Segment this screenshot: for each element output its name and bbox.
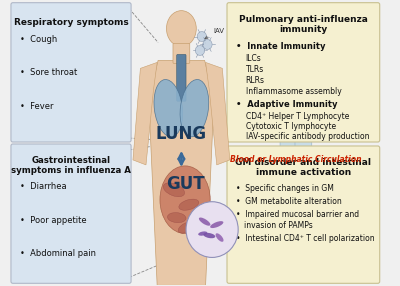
Text: •  Specific changes in GM: • Specific changes in GM (236, 184, 334, 193)
Ellipse shape (163, 183, 184, 197)
Ellipse shape (166, 11, 196, 46)
Text: •  Poor appetite: • Poor appetite (20, 216, 87, 225)
Text: •  Diarrhea: • Diarrhea (20, 182, 67, 191)
FancyArrow shape (276, 122, 300, 148)
Circle shape (203, 39, 212, 49)
Text: •  Abdominal pain: • Abdominal pain (20, 249, 96, 259)
FancyBboxPatch shape (227, 146, 380, 283)
Circle shape (186, 202, 238, 257)
Text: •  Fever: • Fever (20, 102, 54, 111)
Ellipse shape (179, 199, 199, 210)
Text: IAV: IAV (205, 27, 224, 39)
Ellipse shape (178, 222, 194, 233)
Text: •  Adaptive Immunity: • Adaptive Immunity (236, 100, 338, 109)
FancyBboxPatch shape (173, 43, 190, 63)
Text: ILCs: ILCs (246, 54, 261, 63)
Text: •  Impaired mucosal barrier and: • Impaired mucosal barrier and (236, 210, 360, 219)
Ellipse shape (216, 233, 224, 242)
FancyBboxPatch shape (11, 3, 131, 142)
Ellipse shape (180, 80, 209, 137)
Text: RLRs: RLRs (246, 76, 265, 85)
Text: GM disorder and intestinal
immune activation: GM disorder and intestinal immune activa… (235, 158, 371, 177)
Polygon shape (144, 60, 219, 285)
Text: CD4⁺ Helper T Lymphocyte: CD4⁺ Helper T Lymphocyte (246, 112, 349, 121)
Text: LUNG: LUNG (156, 125, 207, 143)
Text: •  GM metabolite alteration: • GM metabolite alteration (236, 197, 342, 206)
Polygon shape (206, 62, 230, 165)
Text: GUT: GUT (166, 175, 204, 193)
Ellipse shape (203, 233, 215, 238)
Ellipse shape (210, 221, 223, 228)
FancyArrow shape (291, 122, 316, 148)
Circle shape (197, 31, 206, 41)
Text: Respiratory symptoms: Respiratory symptoms (14, 18, 128, 27)
Ellipse shape (168, 212, 186, 223)
Text: Blood or Lymphatic Circulation: Blood or Lymphatic Circulation (230, 155, 362, 164)
Text: Cytotoxic T lymphocyte: Cytotoxic T lymphocyte (246, 122, 336, 131)
Ellipse shape (154, 80, 183, 137)
FancyBboxPatch shape (11, 144, 131, 283)
Ellipse shape (198, 231, 207, 236)
Ellipse shape (160, 166, 210, 234)
FancyBboxPatch shape (177, 54, 186, 101)
Text: IAV-specific antibody production: IAV-specific antibody production (246, 132, 369, 141)
Text: Pulmonary anti-influenza
immunity: Pulmonary anti-influenza immunity (239, 15, 368, 34)
Text: •  Cough: • Cough (20, 35, 58, 43)
Text: Gastrointestinal
symptoms in influenza A: Gastrointestinal symptoms in influenza A (11, 156, 131, 175)
Ellipse shape (199, 218, 210, 226)
Polygon shape (133, 62, 157, 165)
Text: Inflammasome assembly: Inflammasome assembly (246, 87, 341, 96)
Text: •  Intestinal CD4⁺ T cell polarization: • Intestinal CD4⁺ T cell polarization (236, 234, 375, 243)
Text: •  Sore throat: • Sore throat (20, 68, 78, 78)
Circle shape (195, 45, 205, 55)
FancyBboxPatch shape (227, 3, 380, 142)
Text: TLRs: TLRs (246, 65, 264, 74)
Text: invasion of PAMPs: invasion of PAMPs (244, 221, 312, 230)
Text: •  Innate Immunity: • Innate Immunity (236, 43, 326, 51)
